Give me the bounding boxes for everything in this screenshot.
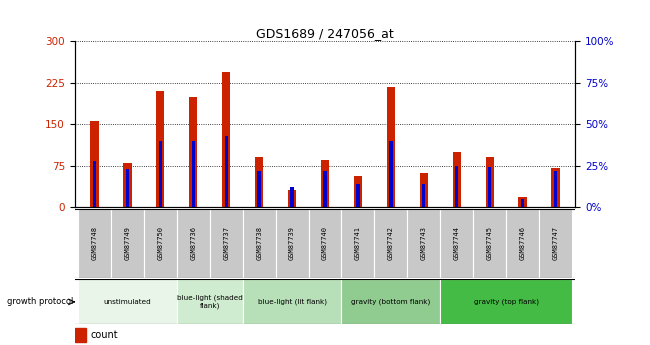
Bar [75,328,86,342]
Text: GSM87746: GSM87746 [519,226,526,260]
Text: GSM87748: GSM87748 [92,226,98,260]
Text: blue-light (shaded
flank): blue-light (shaded flank) [177,295,242,309]
Bar [78,209,111,278]
Bar [440,209,473,278]
Bar [93,161,96,207]
Bar [506,209,539,278]
Bar [554,170,557,207]
Text: GSM87738: GSM87738 [256,226,262,260]
Text: GSM87749: GSM87749 [124,226,131,260]
Bar [356,184,359,207]
Bar [486,157,494,207]
Text: growth protocol: growth protocol [7,297,73,306]
Title: GDS1689 / 247056_at: GDS1689 / 247056_at [256,27,394,40]
Bar [488,167,491,207]
Bar [387,87,395,207]
Bar [422,184,426,207]
Text: gravity (bottom flank): gravity (bottom flank) [351,299,430,305]
Bar [177,279,242,324]
Bar [539,209,572,278]
Bar [159,141,162,207]
Bar [341,279,440,324]
Text: GSM87737: GSM87737 [223,226,229,260]
Text: GSM87742: GSM87742 [388,226,394,260]
Bar [124,163,131,207]
Bar [210,209,242,278]
Bar [408,209,440,278]
Bar [374,209,408,278]
Bar [111,209,144,278]
Bar [177,209,210,278]
Text: unstimulated: unstimulated [103,299,151,305]
Text: GSM87750: GSM87750 [157,226,163,260]
Text: gravity (top flank): gravity (top flank) [474,299,539,305]
Bar [309,209,341,278]
Bar [224,136,228,207]
Bar [156,91,164,207]
Text: count: count [91,330,118,340]
Bar [455,166,458,207]
Text: GSM87741: GSM87741 [355,226,361,260]
Text: GSM87745: GSM87745 [487,226,493,260]
Bar [440,279,572,324]
Bar [420,173,428,207]
Bar [521,199,524,207]
Bar [341,209,374,278]
Bar [242,279,341,324]
Bar [389,141,393,207]
Bar [452,152,461,207]
Text: GSM87744: GSM87744 [454,226,460,260]
Bar [276,209,309,278]
Bar [144,209,177,278]
Text: GSM87743: GSM87743 [421,226,427,260]
Bar [189,97,198,207]
Bar [192,141,195,207]
Text: GSM87747: GSM87747 [552,226,558,260]
Bar [291,187,294,207]
Text: GSM87740: GSM87740 [322,226,328,260]
Bar [473,209,506,278]
Bar [519,197,526,207]
Text: blue-light (lit flank): blue-light (lit flank) [257,299,326,305]
Bar [222,72,230,207]
Bar [242,209,276,278]
Bar [78,279,177,324]
Text: GSM87736: GSM87736 [190,226,196,260]
Bar [288,190,296,207]
Bar [257,170,261,207]
Bar [90,121,99,207]
Bar [551,168,560,207]
Bar [321,160,329,207]
Bar [126,169,129,207]
Bar [323,170,327,207]
Bar [354,176,362,207]
Bar [255,157,263,207]
Text: GSM87739: GSM87739 [289,226,295,260]
